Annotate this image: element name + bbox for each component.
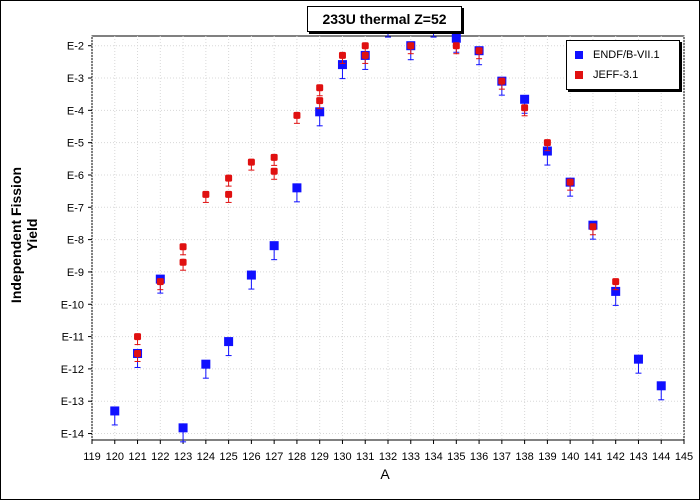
data-point-jeff bbox=[316, 97, 324, 105]
x-tick-label: 123 bbox=[174, 451, 192, 463]
data-point-jeff bbox=[612, 278, 620, 286]
x-axis-label: A bbox=[380, 466, 390, 482]
y-tick-label: E-3 bbox=[67, 73, 84, 85]
data-point-jeff bbox=[293, 111, 301, 119]
data-point-jeff bbox=[179, 258, 187, 266]
x-tick-label: 127 bbox=[265, 451, 283, 463]
legend-item-endf: ENDF/B-VII.1 bbox=[575, 49, 660, 61]
y-tick-label: E-4 bbox=[67, 105, 84, 117]
y-tick-label: E-14 bbox=[61, 429, 84, 441]
x-tick-label: 136 bbox=[470, 451, 488, 463]
x-tick-label: 119 bbox=[83, 451, 101, 463]
x-tick-label: 141 bbox=[584, 451, 602, 463]
x-tick-label: 145 bbox=[675, 451, 693, 463]
x-tick-label: 133 bbox=[402, 451, 420, 463]
x-tick-label: 124 bbox=[197, 451, 215, 463]
x-tick-label: 129 bbox=[311, 451, 329, 463]
data-point-jeff bbox=[270, 167, 278, 175]
data-point-jeff bbox=[247, 158, 255, 166]
legend: ENDF/B-VII.1 JEFF-3.1 bbox=[566, 40, 680, 90]
data-point-jeff bbox=[270, 153, 278, 161]
x-tick-label: 132 bbox=[379, 451, 397, 463]
data-point-endf bbox=[292, 183, 302, 193]
data-point-jeff bbox=[475, 47, 483, 55]
data-point-jeff bbox=[225, 174, 233, 182]
data-point-endf bbox=[611, 286, 621, 296]
data-point-endf bbox=[337, 60, 347, 70]
y-tick-label: E-6 bbox=[67, 170, 84, 182]
x-tick-label: 135 bbox=[447, 451, 465, 463]
data-point-jeff bbox=[407, 42, 415, 50]
y-tick-label: E-10 bbox=[61, 299, 84, 311]
data-point-jeff bbox=[361, 42, 369, 50]
x-tick-label: 139 bbox=[538, 451, 556, 463]
data-point-endf bbox=[315, 107, 325, 117]
x-tick-label: 131 bbox=[356, 451, 374, 463]
legend-label-jeff: JEFF-3.1 bbox=[593, 69, 639, 81]
x-tick-label: 122 bbox=[151, 451, 169, 463]
data-point-jeff bbox=[179, 243, 187, 251]
data-point-jeff bbox=[134, 349, 142, 357]
legend-item-jeff: JEFF-3.1 bbox=[575, 69, 638, 81]
data-point-jeff bbox=[202, 190, 210, 198]
legend-label-endf: ENDF/B-VII.1 bbox=[593, 49, 660, 61]
data-point-jeff bbox=[498, 77, 506, 85]
data-point-endf bbox=[520, 94, 530, 104]
legend-swatch-jeff bbox=[575, 71, 583, 79]
data-point-jeff bbox=[589, 223, 597, 231]
chart-title: 233U thermal Z=52 bbox=[307, 6, 462, 32]
data-point-jeff bbox=[316, 84, 324, 92]
x-tick-label: 134 bbox=[424, 451, 442, 463]
data-point-endf bbox=[224, 337, 234, 347]
data-point-endf bbox=[451, 33, 461, 43]
x-tick-label: 144 bbox=[652, 451, 670, 463]
x-tick-label: 140 bbox=[561, 451, 579, 463]
y-tick-label: E-8 bbox=[67, 235, 84, 247]
y-axis-label: Independent Fission Yield bbox=[8, 166, 40, 304]
y-tick-label: E-12 bbox=[61, 364, 84, 376]
data-point-endf bbox=[110, 406, 120, 416]
y-tick-label: E-13 bbox=[61, 396, 84, 408]
x-tick-label: 120 bbox=[106, 451, 124, 463]
data-point-endf bbox=[633, 354, 643, 364]
x-tick-label: 142 bbox=[607, 451, 625, 463]
data-point-endf bbox=[201, 359, 211, 369]
data-point-endf bbox=[178, 423, 188, 433]
legend-swatch-endf bbox=[575, 51, 583, 59]
x-tick-label: 130 bbox=[333, 451, 351, 463]
x-tick-label: 143 bbox=[629, 451, 647, 463]
data-point-jeff bbox=[521, 104, 529, 112]
data-point-jeff bbox=[156, 278, 164, 286]
y-tick-label: E-5 bbox=[67, 138, 84, 150]
data-point-endf bbox=[656, 381, 666, 391]
y-tick-label: E-7 bbox=[67, 202, 84, 214]
x-tick-label: 128 bbox=[288, 451, 306, 463]
data-point-jeff bbox=[543, 139, 551, 147]
data-point-jeff bbox=[338, 51, 346, 59]
x-tick-label: 137 bbox=[493, 451, 511, 463]
data-point-jeff bbox=[225, 190, 233, 198]
y-tick-label: E-2 bbox=[67, 41, 84, 53]
y-tick-label: E-9 bbox=[67, 267, 84, 279]
x-tick-label: 126 bbox=[242, 451, 260, 463]
x-tick-label: 138 bbox=[515, 451, 533, 463]
x-tick-label: 125 bbox=[219, 451, 237, 463]
data-point-jeff bbox=[566, 178, 574, 186]
data-point-jeff bbox=[134, 333, 142, 341]
data-point-endf bbox=[269, 241, 279, 251]
data-point-jeff bbox=[452, 42, 460, 50]
y-tick-label: E-11 bbox=[62, 332, 84, 344]
data-point-endf bbox=[246, 270, 256, 280]
x-tick-label: 121 bbox=[128, 451, 146, 463]
